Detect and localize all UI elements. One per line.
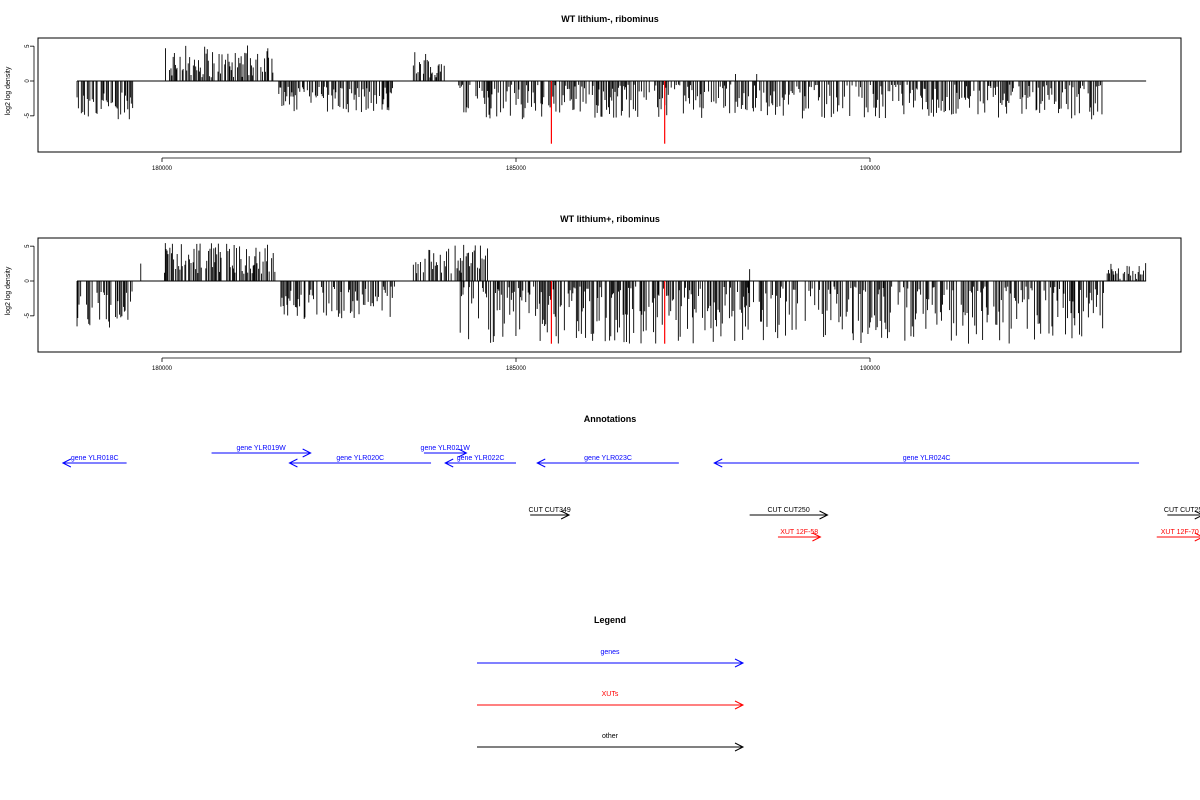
arrow-head <box>812 532 822 542</box>
x-tick-label: 190000 <box>860 366 881 372</box>
panel-title: WT lithium-, ribominus <box>561 14 659 24</box>
arrow-head <box>302 448 312 458</box>
density-bars <box>76 45 1103 120</box>
legend-label: XUTs <box>602 691 619 698</box>
feature-label: gene YLR019W <box>236 445 286 452</box>
y-tick-label: 0 <box>25 79 31 83</box>
x-tick-label: 180000 <box>152 166 173 172</box>
legend-item: other <box>477 733 745 752</box>
gene-feature: gene YLR023C <box>536 455 679 468</box>
x-tick-label: 185000 <box>506 366 527 372</box>
gene-feature: gene YLR021W <box>421 445 471 458</box>
legend-arrow-head <box>734 658 745 668</box>
y-tick-label: -5 <box>25 113 31 119</box>
gene-feature: gene YLR022C <box>444 455 516 468</box>
plot-frame <box>37 237 1182 353</box>
legend: Legend genes XUTs other <box>477 615 745 752</box>
legend-arrow-head <box>734 742 745 752</box>
x-tick-label: 180000 <box>152 366 173 372</box>
feature-label: gene YLR024C <box>903 455 951 462</box>
arrow-head <box>61 458 72 468</box>
track-panel-1: WT lithium-, ribominus -5 0 5 log2 log densi… <box>5 14 1182 172</box>
y-tick-label: 0 <box>25 279 31 283</box>
arrow-head <box>819 510 829 520</box>
legend-item: XUTs <box>477 691 745 710</box>
cut-feature: CUT CUT251 <box>1164 507 1200 520</box>
track-panel-2: WT lithium+, ribominus -5 0 5 log2 log densi… <box>5 214 1182 372</box>
arrow-head <box>560 510 571 520</box>
feature-label: gene YLR022C <box>457 455 505 462</box>
x-tick-label: 185000 <box>506 166 527 172</box>
plot-frame <box>37 37 1182 153</box>
arrow-head <box>1194 510 1200 520</box>
cut-feature: CUT CUT250 <box>749 507 829 520</box>
arrow-head <box>536 458 546 468</box>
cut-feature: CUT CUT349 <box>528 507 571 520</box>
feature-label: CUT CUT250 <box>767 507 809 514</box>
panel-title: WT lithium+, ribominus <box>560 214 660 224</box>
legend-arrow-head <box>734 700 745 710</box>
arrow-head <box>458 448 468 458</box>
gene-feature: gene YLR020C <box>288 455 432 468</box>
y-axis-label: log2 log density <box>5 66 12 115</box>
x-tick-label: 190000 <box>860 166 881 172</box>
legend-label: other <box>602 733 619 740</box>
feature-label: gene YLR018C <box>71 455 119 462</box>
y-axis-label: log2 log density <box>5 266 12 315</box>
feature-label: CUT CUT251 <box>1164 507 1200 514</box>
gene-feature: gene YLR018C <box>61 455 127 468</box>
y-tick-label: -5 <box>25 313 31 319</box>
feature-label: gene YLR023C <box>584 455 632 462</box>
feature-label: gene YLR020C <box>336 455 384 462</box>
density-bars <box>76 243 1147 344</box>
feature-label: CUT CUT349 <box>528 507 570 514</box>
gene-feature: gene YLR024C <box>713 455 1140 468</box>
legend-label: genes <box>600 649 620 656</box>
arrow-head <box>1194 532 1200 542</box>
legend-item: genes <box>477 649 745 668</box>
annotations-panel: Annotations gene YLR018C gene YLR019W gene … <box>61 414 1200 542</box>
feature-label: gene YLR021W <box>421 445 471 452</box>
y-tick-label: 5 <box>25 244 31 248</box>
arrow-head <box>444 458 454 468</box>
y-tick-label: 5 <box>25 44 31 48</box>
feature-label: XUT 12F-58 <box>780 529 818 536</box>
arrow-head <box>713 458 723 468</box>
xut-feature: XUT 12F-58 <box>777 529 822 542</box>
gene-feature: gene YLR019W <box>211 445 312 458</box>
xut-feature: XUT 12F-70 <box>1156 529 1200 542</box>
annotations-title: Annotations <box>584 414 637 424</box>
legend-title: Legend <box>594 615 626 625</box>
arrow-head <box>288 458 298 468</box>
feature-label: XUT 12F-70 <box>1161 529 1199 536</box>
